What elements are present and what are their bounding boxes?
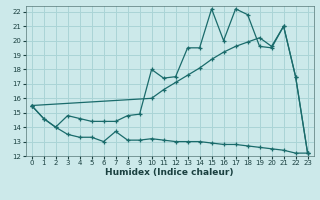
X-axis label: Humidex (Indice chaleur): Humidex (Indice chaleur) [105,168,234,177]
